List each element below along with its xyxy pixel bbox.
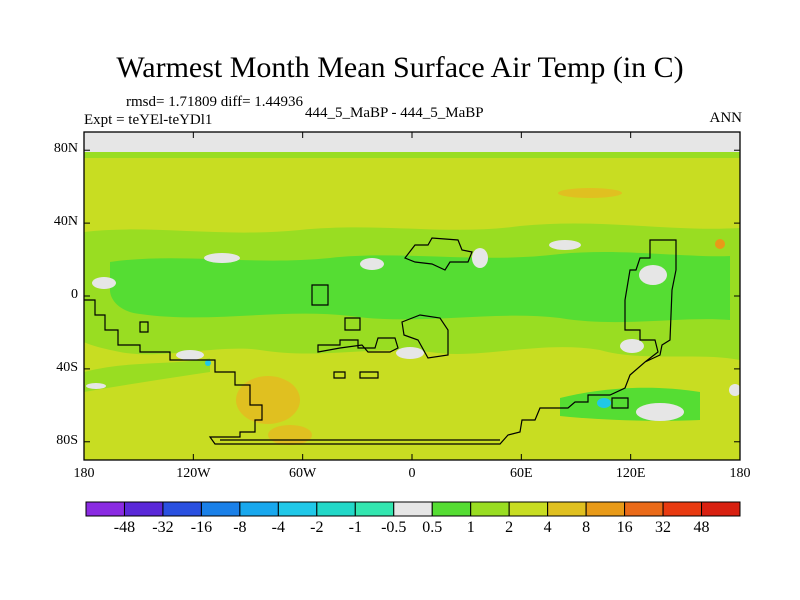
field-warm-spot-asia — [558, 188, 622, 198]
coastlines — [84, 237, 677, 445]
patch-cool-2 — [205, 360, 211, 366]
colorbar-label: 1 — [466, 519, 475, 536]
lon-tick-label: 60W — [289, 466, 317, 481]
colorbar-label: -2 — [310, 519, 324, 536]
coastline-island-3 — [344, 317, 361, 331]
colorbar-box — [277, 501, 318, 517]
field-arctic-edge — [84, 152, 740, 158]
colorbar-label: 4 — [543, 519, 552, 536]
lon-tick-label: 120W — [176, 466, 211, 481]
colorbar-box — [624, 501, 664, 517]
colorbar-label: -8 — [233, 519, 247, 536]
patch-neutral-9 — [396, 347, 424, 359]
field-warm-spot-south-america — [236, 376, 300, 424]
colorbar-label: 0.5 — [422, 519, 443, 536]
colorbar-label: -0.5 — [381, 519, 407, 536]
colorbar-box — [470, 501, 510, 517]
field-equatorial-core — [110, 252, 730, 323]
field-arctic-neutral — [84, 132, 740, 154]
colorbar-box — [85, 501, 125, 517]
patch-neutral-1 — [92, 277, 116, 289]
patch-neutral-12 — [729, 384, 740, 396]
coastline-island-2 — [311, 284, 329, 306]
coastline-island-8 — [611, 397, 629, 409]
lat-tick-label: 0 — [71, 287, 78, 302]
colorbar-label: 2 — [505, 519, 514, 536]
patch-neutral-2 — [204, 253, 240, 263]
patch-neutral-4 — [360, 258, 384, 270]
colorbar-box — [354, 501, 395, 517]
patch-neutral-10 — [636, 403, 684, 421]
patch-neutral-6 — [549, 240, 581, 250]
colorbar-box — [123, 501, 164, 517]
patch-neutral-7 — [639, 265, 667, 285]
colorbar-box — [547, 501, 587, 517]
colorbar-box — [162, 501, 202, 517]
patch-neutral-3 — [176, 350, 204, 360]
lon-tick-label: 180 — [729, 466, 751, 481]
coastline-northern-block — [404, 237, 473, 271]
experiment-label: Expt = teYEl-teYDl1 — [84, 112, 213, 128]
lon-tick-label: 0 — [408, 466, 416, 481]
lon-tick-label: 180 — [73, 466, 95, 481]
coastline-southern-continent — [84, 239, 677, 445]
colorbar-box — [316, 501, 356, 517]
colorbar-label: -32 — [152, 519, 174, 536]
case-label: 444_5_MaBP - 444_5_MaBP — [305, 105, 484, 121]
patch-neutral-8 — [620, 339, 644, 353]
lon-tick-label: 120E — [615, 466, 646, 481]
coastline-island-6 — [333, 371, 346, 379]
coastline-island-5 — [401, 314, 449, 359]
colorbar-label: -16 — [190, 519, 213, 536]
colorbar-label: -1 — [348, 519, 362, 536]
lat-tick-label: 80N — [53, 141, 78, 157]
colorbar-box — [431, 501, 472, 517]
colorbar-label: -4 — [271, 519, 286, 536]
rmsd-diff-stats: rmsd= 1.71809 diff= 1.44936 — [126, 94, 304, 110]
colorbar-box — [239, 501, 279, 517]
lat-tick-label: 40N — [53, 214, 78, 230]
chart-title: Warmest Month Mean Surface Air Temp (in … — [116, 51, 684, 84]
field-hot-spot — [715, 239, 725, 249]
colorbar-label: 16 — [616, 519, 633, 536]
colorbar-box — [585, 501, 626, 517]
lat-tick-label: 80S — [56, 432, 78, 448]
colorbar-box — [701, 501, 741, 517]
colorbar-label: 8 — [582, 519, 591, 536]
field-south-streak — [84, 358, 210, 392]
colorbar-label: 48 — [693, 519, 710, 536]
patch-neutral-11 — [86, 383, 106, 389]
lat-tick-label: 40S — [56, 359, 78, 375]
temperature-field — [84, 132, 740, 460]
colorbar-boxes — [85, 501, 741, 517]
colorbar-box — [662, 501, 703, 517]
colorbar-box — [508, 501, 549, 517]
season-label: ANN — [709, 110, 743, 126]
lon-tick-label: 60E — [510, 466, 533, 481]
coastline-island-7 — [359, 371, 379, 379]
patch-cool-1 — [597, 398, 611, 408]
colorbar-label: 32 — [655, 519, 672, 536]
colorbar-box — [200, 501, 241, 517]
patch-neutral-5 — [472, 248, 488, 268]
axis-ticks — [83, 132, 741, 460]
coastline-island-4 — [317, 337, 399, 353]
colorbar-label: -48 — [113, 519, 136, 536]
colorbar-box — [393, 501, 433, 517]
coastline-island-1 — [139, 321, 149, 333]
